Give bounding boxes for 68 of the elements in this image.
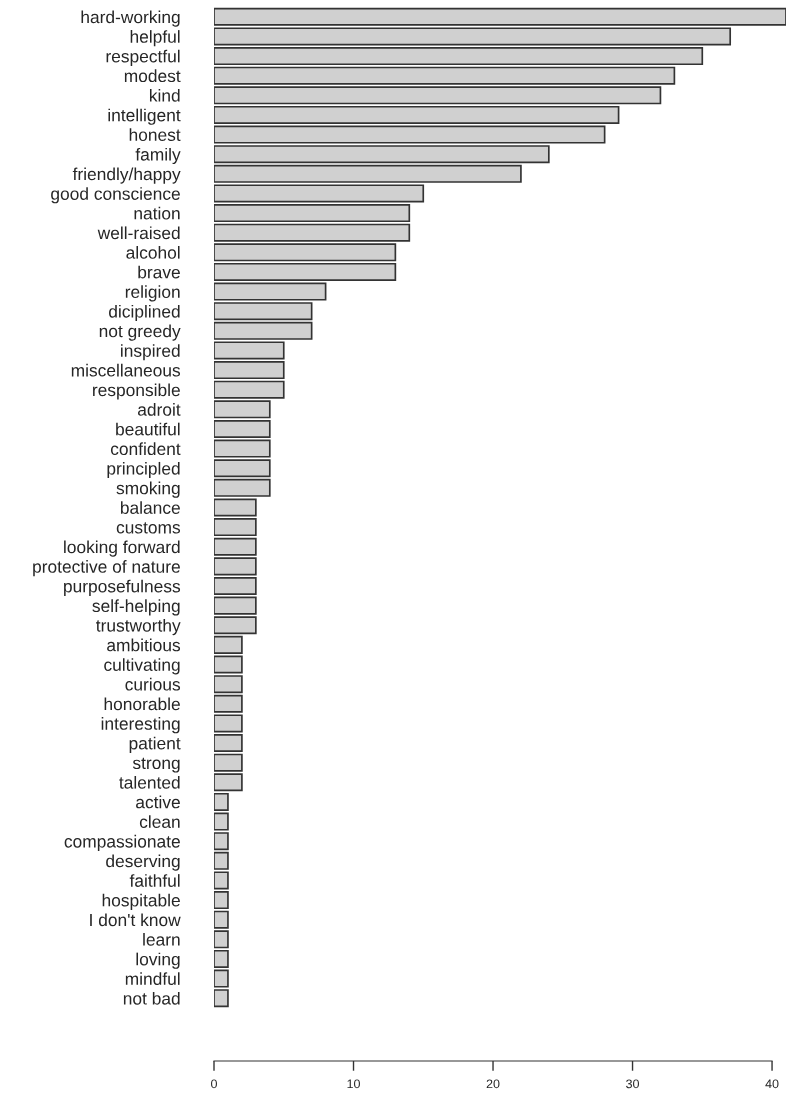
y-tick-label: adroit [137,403,181,416]
y-tick-label: protective of nature [33,560,180,577]
y-tick-label: hard-working [81,10,180,27]
y-tick-label: principled [107,461,180,479]
y-tick-label: religion [125,285,180,302]
y-tick-label: trustworthy [96,618,181,636]
y-tick-label: friendly/happy [72,167,181,184]
x-tick-label: 20 [486,1079,500,1089]
y-tick-label: active [136,795,180,809]
y-tick-label: loving [136,952,180,969]
y-tick-label: looking forward [64,540,180,557]
y-tick-label: modest [124,69,181,83]
y-tick-label: interesting [101,717,180,734]
y-tick-label: responsible [93,383,180,400]
y-tick-label: balance [120,501,180,514]
y-tick-label: customs [116,522,181,534]
y-tick-label: inspired [121,344,180,361]
y-tick-label: honest [129,128,181,142]
x-tick-label: 10 [347,1079,360,1089]
y-tick-label: faithful [129,874,180,887]
y-tick-label: alcohol [126,246,180,259]
bar [214,262,397,281]
y-tick-label: self-helping [92,599,180,616]
y-tick-label: talented [119,775,180,789]
bar [214,792,229,811]
y-tick-label: strong [132,757,180,773]
y-tick-label: cultivating [104,658,180,675]
bar [214,891,229,910]
y-tick-label: miscellaneous [71,363,181,377]
y-tick-label: hospitable [102,893,180,910]
y-tick-label: deserving [106,854,180,871]
y-tick-label: diciplined [109,304,180,322]
bar [214,105,620,124]
y-tick-label: learn [143,933,180,946]
y-tick-label: honorable [104,697,180,711]
y-tick-label: respectful [106,49,180,66]
y-tick-label: well-raised [97,226,180,240]
x-tick-label: 40 [765,1079,779,1089]
y-tick-label: brave [138,265,180,279]
y-tick-label: purposefulness [64,579,181,596]
y-tick-label: I don't know [90,913,181,927]
y-tick-label: not bad [123,991,180,1005]
bar [214,518,257,537]
y-tick-label: helpful [130,30,180,47]
y-tick-label: ambitious [107,638,181,652]
bar [214,419,271,438]
y-tick-label: family [135,147,181,165]
y-tick-label: good conscience [51,187,180,204]
bar [214,576,257,596]
bar [214,949,229,968]
bar [214,361,285,380]
y-tick-label: not greedy [99,324,181,341]
y-tick-label: curious [125,677,181,691]
bar [214,734,243,753]
y-tick-label: compassionate [64,834,180,852]
x-tick-label: 30 [626,1079,639,1089]
bar [214,204,411,223]
bar [214,47,704,66]
y-tick-label: smoking [116,481,180,498]
y-tick-label: confident [110,442,181,456]
y-tick-label: beautiful [116,422,180,436]
y-tick-label: kind [149,89,180,102]
y-tick-label: clean [139,815,180,828]
y-tick-label: mindful [125,972,180,986]
y-tick-label: intelligent [108,108,181,125]
x-tick-label: 0 [211,1079,217,1089]
y-tick-label: nation [134,206,180,220]
y-tick-label: patient [129,736,181,753]
